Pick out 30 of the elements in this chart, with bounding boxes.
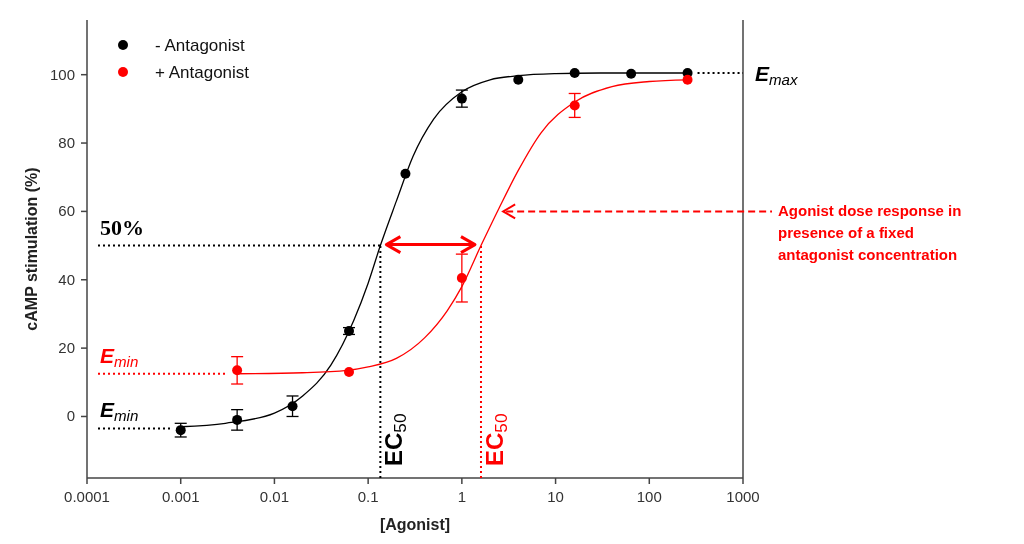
point	[287, 401, 298, 412]
ref-line-label: 50%	[100, 214, 144, 240]
y-tick-label: 80	[58, 134, 75, 152]
x-tick-label: 0.01	[259, 488, 290, 505]
x-axis-title: [Agonist]	[379, 516, 451, 533]
y-axis-title: cAMP stimulation (%)	[23, 167, 40, 331]
point	[626, 68, 637, 79]
y-tick-label: 0	[66, 407, 75, 425]
y-tick-label: 60	[58, 202, 75, 220]
x-tick-label: 0.0001	[64, 488, 110, 505]
y-tick-label: 100	[49, 65, 75, 83]
ref-line-label: E$_{max}$	[755, 61, 799, 88]
x-tick-label: 0.1	[357, 488, 379, 505]
ref-line-label: E$_{min}$	[100, 398, 139, 425]
point	[569, 67, 580, 78]
point	[400, 168, 411, 179]
point	[456, 93, 467, 104]
ref-line-label: E$_{min}$	[100, 343, 139, 370]
x-tick-label: 100	[636, 488, 662, 505]
x-tick-label: 1000	[726, 488, 760, 505]
y-tick-label: 40	[58, 270, 75, 288]
annotation: Agonist dose response in presence of a fixed antagonist concentration	[778, 202, 962, 264]
x-tick-label: 0.001	[161, 488, 200, 505]
y-tick-label: 20	[58, 339, 75, 357]
legend-label: + Antagonist	[155, 63, 250, 82]
x-tick-label: 10	[547, 488, 564, 505]
x-tick-label: 1	[457, 488, 467, 505]
point	[513, 74, 524, 85]
point	[232, 414, 243, 425]
legend-label: - Antagonist	[155, 36, 246, 55]
